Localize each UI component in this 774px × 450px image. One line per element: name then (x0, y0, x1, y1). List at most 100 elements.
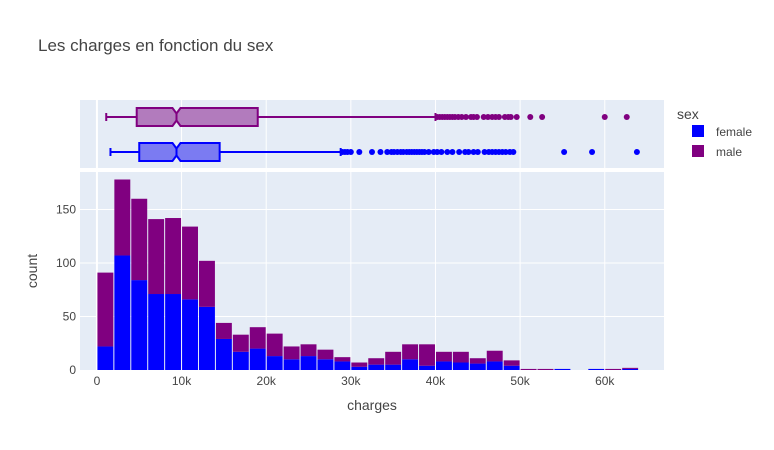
box-outlier-point (377, 149, 384, 155)
y-axis-ticks: 0 50 100 150 (56, 202, 76, 377)
x-tick-label: 60k (595, 374, 615, 388)
legend-item-female[interactable]: female (692, 125, 752, 139)
histogram-bar-male (114, 179, 131, 256)
y-tick-label: 100 (56, 256, 76, 270)
histogram-bar-male (317, 349, 334, 360)
histogram-bar-male (97, 272, 114, 347)
legend-item-male[interactable]: male (692, 145, 742, 159)
box-plots (105, 107, 640, 162)
box-outlier-point (462, 114, 469, 120)
x-tick-label: 30k (341, 374, 361, 388)
histogram-bar-male (283, 346, 300, 360)
box-outlier-point (623, 114, 630, 120)
histogram-bar-female (402, 359, 419, 370)
box-outlier-point (438, 149, 445, 155)
legend-swatch-male (692, 145, 704, 157)
histogram-bars (97, 179, 639, 370)
histogram-bar-male (165, 218, 182, 295)
histogram-bar-female (266, 356, 283, 370)
histogram-bar-female (165, 294, 182, 370)
box-body (135, 107, 259, 127)
box-outlier-point (474, 149, 481, 155)
box-outlier-point (484, 114, 491, 120)
box-outlier-point (421, 149, 428, 155)
box-outlier-point (347, 149, 354, 155)
histogram-bar-female (334, 361, 351, 370)
box-outlier-point (449, 149, 456, 155)
histogram-bar-male (622, 367, 639, 369)
histogram-bar-male (503, 360, 520, 366)
x-axis-ticks: 0 10k 20k 30k 40k 50k 60k (94, 374, 616, 388)
legend[interactable]: sex female male (677, 106, 752, 159)
histogram-bar-male (182, 226, 198, 300)
legend-title: sex (677, 106, 699, 122)
histogram-bar-female (385, 364, 402, 370)
box-body (138, 142, 221, 162)
box-outlier-point (456, 149, 463, 155)
box-outlier-point (513, 114, 520, 120)
histogram-bar-male (249, 327, 266, 349)
histogram-bar-male (520, 368, 537, 370)
histogram-bar-female (469, 363, 486, 370)
histogram-bar-male (232, 334, 249, 352)
x-axis-title: charges (347, 397, 397, 413)
box-plot-male (105, 107, 630, 127)
histogram-bar-female (300, 356, 317, 370)
histogram-bar-female (182, 299, 198, 370)
y-tick-label: 150 (56, 202, 76, 216)
histogram-bar-male (266, 333, 283, 357)
box-outlier-point (539, 114, 546, 120)
histogram-bar-male (385, 351, 402, 365)
histogram-bar-male (486, 350, 503, 362)
x-tick-label: 0 (94, 374, 101, 388)
histogram-bar-female (554, 368, 571, 370)
histogram-bar-male (402, 344, 419, 360)
box-outlier-point (481, 149, 488, 155)
box-outlier-point (384, 149, 391, 155)
legend-swatch-female (692, 125, 704, 137)
histogram-bar-male (435, 351, 452, 362)
histogram-bar-female (317, 359, 334, 370)
histogram-bar-female (215, 338, 232, 370)
histogram-bar-female (283, 359, 300, 370)
box-outlier-point (527, 114, 534, 120)
box-outlier-point (356, 149, 363, 155)
histogram-bar-male (300, 344, 317, 357)
histogram-bar-female (131, 280, 148, 370)
histogram-bar-female (622, 368, 639, 370)
box-outlier-point (601, 114, 608, 120)
histogram-bar-female (419, 365, 435, 370)
histogram-bar-male (368, 358, 385, 365)
box-outlier-point (444, 149, 451, 155)
histogram-bar-male (334, 357, 351, 362)
box-outlier-point (633, 149, 640, 155)
box-outlier-point (589, 149, 596, 155)
histogram-bar-male (131, 198, 148, 281)
box-plot-female (109, 142, 640, 162)
x-tick-label: 50k (510, 374, 530, 388)
histogram-bar-male (351, 362, 368, 367)
box-outlier-point (470, 149, 477, 155)
box-outlier-point (465, 149, 472, 155)
box-outlier-point (369, 149, 375, 155)
histogram-bar-male (198, 260, 215, 307)
histogram-bar-male (148, 219, 165, 295)
box-outlier-point (434, 149, 441, 155)
y-tick-label: 0 (69, 363, 76, 377)
histogram-bar-female (368, 364, 385, 370)
histogram-bar-female (232, 351, 249, 370)
histogram-bar-male (452, 351, 469, 363)
box-outlier-point (458, 114, 465, 120)
x-tick-label: 20k (257, 374, 277, 388)
histogram-bar-female (148, 294, 165, 370)
box-outlier-point (473, 114, 480, 120)
box-outlier-point (510, 149, 517, 155)
histogram-bar-female (486, 361, 503, 370)
y-tick-label: 50 (63, 309, 77, 323)
histogram-bar-male (469, 358, 486, 364)
box-outlier-point (425, 149, 432, 155)
box-outlier-point (502, 149, 509, 155)
histogram-bar-female (198, 306, 215, 370)
histogram-bar-female (452, 362, 469, 370)
